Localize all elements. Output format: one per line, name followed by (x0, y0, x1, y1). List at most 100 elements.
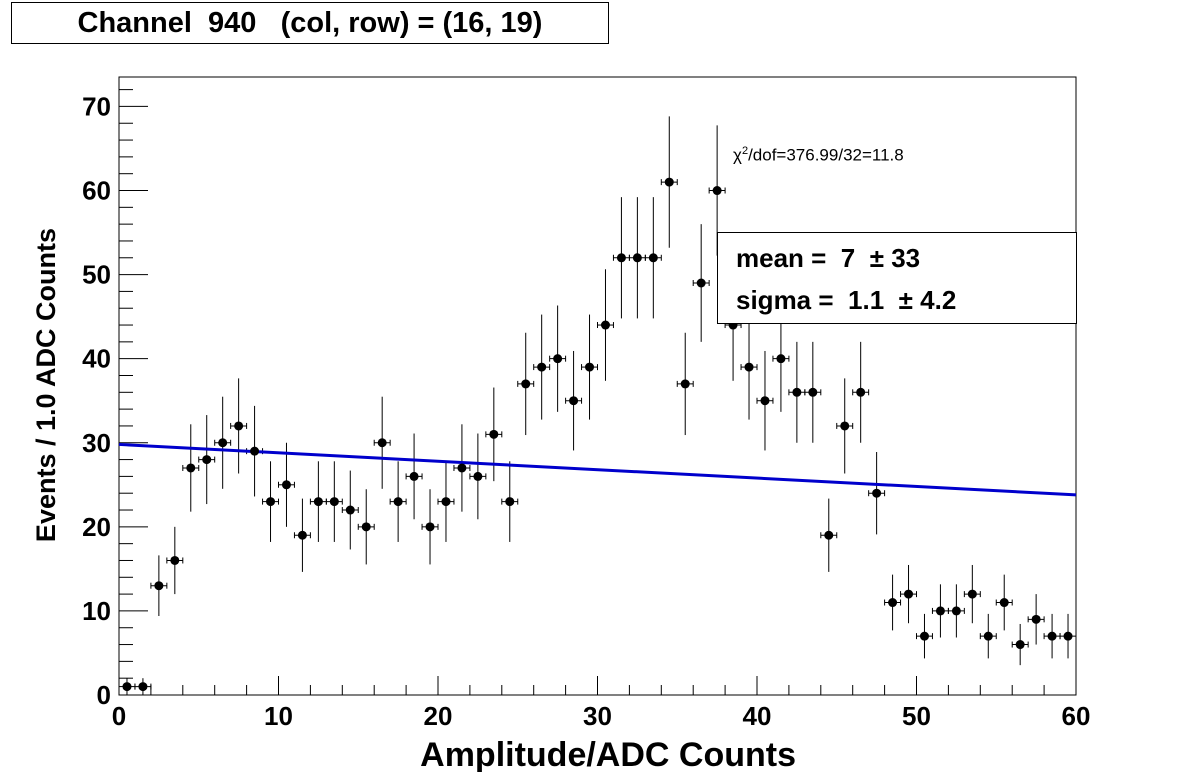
plot-frame (118, 76, 1077, 696)
data-point (696, 278, 706, 288)
data-point (505, 497, 515, 507)
data-point (712, 186, 722, 196)
data-point (234, 421, 244, 431)
data-point (680, 379, 690, 389)
data-point (760, 396, 770, 406)
data-point (345, 505, 355, 515)
error-bars (118, 116, 1077, 695)
x-tick-label: 50 (902, 701, 931, 731)
data-point (297, 530, 307, 540)
data-point (919, 631, 929, 641)
chi2-text: /dof=376.99/32=11.8 (748, 145, 904, 165)
data-point (361, 522, 371, 532)
chi2-symbol: χ (733, 145, 742, 165)
data-points (122, 177, 1073, 692)
axis-tick-labels: 0 10 20 30 40 50 60 0 10 20 30 40 50 60 70 (82, 91, 1090, 731)
stat-mean-pm: ± (869, 243, 884, 273)
data-point (154, 581, 164, 591)
data-point (888, 598, 898, 608)
data-point (632, 253, 642, 263)
y-tick-label: 20 (82, 512, 111, 542)
data-point (569, 396, 579, 406)
data-point (1047, 631, 1057, 641)
data-point (840, 421, 850, 431)
chi2-label: χ2/dof=376.99/32=11.8 (733, 145, 904, 166)
data-point (553, 354, 563, 364)
data-point (856, 387, 866, 397)
data-point (904, 589, 914, 599)
data-point (967, 589, 977, 599)
data-point (186, 463, 196, 473)
y-tick-label: 0 (97, 680, 111, 710)
data-point (951, 606, 961, 616)
data-point (202, 455, 212, 465)
y-tick-label: 30 (82, 428, 111, 458)
stat-mean-value: 7 (840, 243, 856, 273)
data-point (266, 497, 276, 507)
data-point (1015, 640, 1025, 650)
fit-stats-box: mean = 7 ± 33 sigma = 1.1 ± 4.2 (717, 232, 1077, 324)
data-point (425, 522, 435, 532)
chi2-exponent: 2 (741, 145, 749, 157)
data-point (170, 555, 180, 565)
data-point (808, 387, 818, 397)
stat-sigma-error: 4.2 (920, 285, 957, 315)
data-point (281, 480, 291, 490)
x-tick-label: 30 (583, 701, 612, 731)
data-point (329, 497, 339, 507)
data-point (983, 631, 993, 641)
y-tick-label: 70 (82, 91, 111, 121)
data-point (792, 387, 802, 397)
data-point (935, 606, 945, 616)
stat-mean: mean = 7 ± 33 (736, 243, 920, 274)
data-point (616, 253, 626, 263)
data-point (457, 463, 467, 473)
data-point (664, 177, 674, 187)
data-point (377, 438, 387, 448)
data-point (393, 497, 403, 507)
data-point (441, 497, 451, 507)
chart-title: Channel 940 (col, row) = (16, 19) (11, 2, 609, 44)
data-point (138, 682, 148, 692)
stat-sigma-name: sigma (736, 285, 812, 315)
y-tick-label: 60 (82, 176, 111, 206)
x-tick-label: 0 (112, 701, 126, 731)
y-axis-label: Events / 1.0 ADC Counts (31, 228, 61, 542)
axis-ticks (118, 89, 1077, 696)
x-tick-label: 40 (743, 701, 772, 731)
data-point (122, 682, 132, 692)
data-point (824, 530, 834, 540)
data-point (1031, 614, 1041, 624)
data-point (218, 438, 228, 448)
y-tick-label: 50 (82, 260, 111, 290)
x-axis-label: Amplitude/ADC Counts (420, 736, 796, 772)
y-tick-label: 40 (82, 344, 111, 374)
data-point (744, 362, 754, 372)
data-point (250, 446, 260, 456)
stat-sigma: sigma = 1.1 ± 4.2 (736, 285, 956, 316)
x-tick-label: 20 (424, 701, 453, 731)
data-point (521, 379, 531, 389)
data-point (1063, 631, 1073, 641)
data-point (600, 320, 610, 330)
data-point (489, 429, 499, 439)
data-point (999, 598, 1009, 608)
data-point (648, 253, 658, 263)
stat-sigma-sep: = (811, 285, 849, 315)
stat-sigma-pm: ± (898, 285, 913, 315)
data-point (473, 471, 483, 481)
stat-mean-error: 33 (891, 243, 921, 273)
y-tick-label: 10 (82, 596, 111, 626)
data-point (409, 471, 419, 481)
stat-sigma-value: 1.1 (848, 285, 885, 315)
data-point (537, 362, 547, 372)
stat-mean-name: mean (736, 243, 804, 273)
fit-line (118, 442, 1077, 497)
data-point (872, 488, 882, 498)
data-point (585, 362, 595, 372)
stat-mean-sep: = (803, 243, 841, 273)
x-tick-label: 10 (264, 701, 293, 731)
data-point (313, 497, 323, 507)
x-tick-label: 60 (1062, 701, 1091, 731)
